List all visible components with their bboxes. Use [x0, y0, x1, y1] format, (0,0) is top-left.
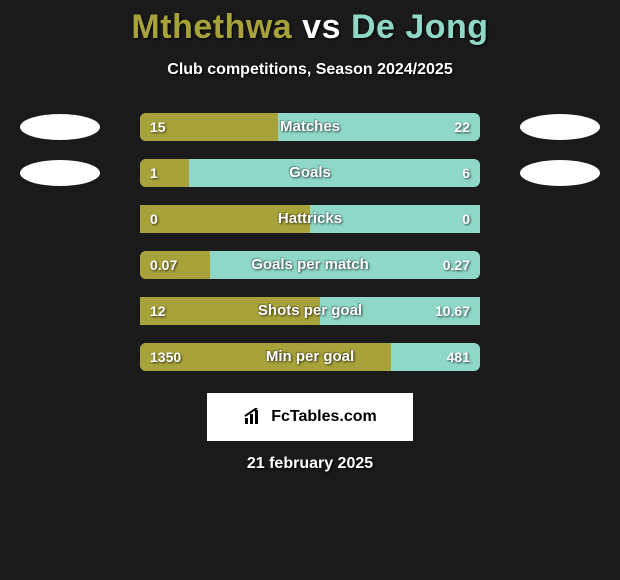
stat-value-right: 22	[454, 113, 470, 141]
subtitle: Club competitions, Season 2024/2025	[0, 61, 620, 79]
stat-bar: Shots per goal	[140, 297, 480, 325]
stat-value-left: 15	[150, 113, 166, 141]
stat-row: Matches15 22	[0, 109, 620, 155]
stat-row: Shots per goal12 10.67	[0, 293, 620, 339]
stat-label: Hattricks	[140, 205, 480, 233]
brand-badge[interactable]: FcTables.com	[207, 393, 413, 441]
stat-bar: Goals	[140, 159, 480, 187]
stat-label: Min per goal	[140, 343, 480, 371]
stat-bar: Goals per match	[140, 251, 480, 279]
stat-value-left: 1350	[150, 343, 181, 371]
vs-text: vs	[302, 8, 341, 46]
stat-bar: Matches	[140, 113, 480, 141]
team-badge-right	[520, 160, 600, 186]
stat-value-left: 1	[150, 159, 158, 187]
stat-row: Goals1 6	[0, 155, 620, 201]
team-badge-right	[520, 114, 600, 140]
stat-row: Hattricks0 0	[0, 201, 620, 247]
stat-label: Goals per match	[140, 251, 480, 279]
stat-rows: Matches15 22 Goals1 6 Hattricks0 0 Goals per m…	[0, 109, 620, 385]
chart-icon	[243, 408, 265, 426]
player1-name: Mthethwa	[131, 8, 292, 46]
team-badge-left	[20, 160, 100, 186]
stat-value-right: 10.67	[435, 297, 470, 325]
title: Mthethwa vs De Jong	[0, 8, 620, 47]
player2-name: De Jong	[351, 8, 489, 46]
stat-bar: Hattricks	[140, 205, 480, 233]
stat-value-right: 6	[462, 159, 470, 187]
stat-value-right: 0.27	[443, 251, 470, 279]
stat-value-right: 0	[462, 205, 470, 233]
stat-value-left: 0.07	[150, 251, 177, 279]
stat-value-left: 12	[150, 297, 166, 325]
stat-value-right: 481	[447, 343, 470, 371]
stat-label: Shots per goal	[140, 297, 480, 325]
stat-row: Min per goal1350 481	[0, 339, 620, 385]
stat-value-left: 0	[150, 205, 158, 233]
brand-text: FcTables.com	[271, 408, 377, 426]
stat-bar: Min per goal	[140, 343, 480, 371]
footer-date: 21 february 2025	[0, 455, 620, 473]
stat-label: Matches	[140, 113, 480, 141]
stat-row: Goals per match0.07 0.27	[0, 247, 620, 293]
stat-label: Goals	[140, 159, 480, 187]
team-badge-left	[20, 114, 100, 140]
comparison-card: Mthethwa vs De Jong Club competitions, S…	[0, 0, 620, 473]
